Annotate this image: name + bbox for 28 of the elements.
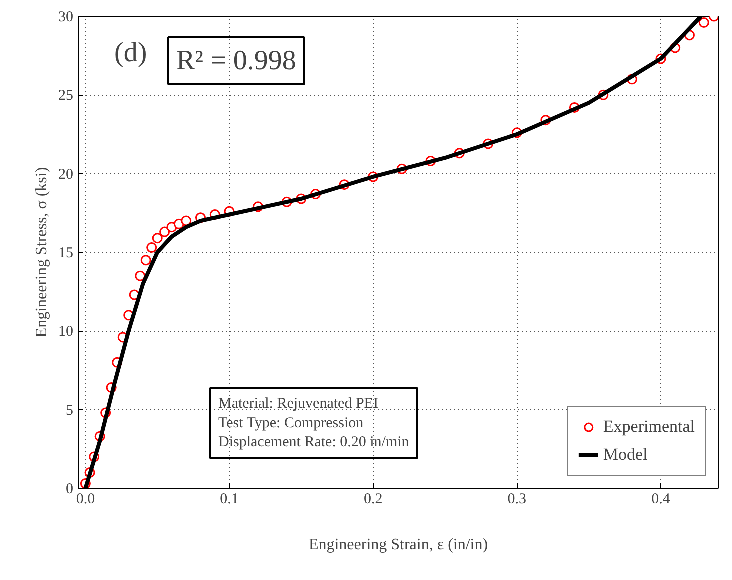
y-tick-label: 5 <box>66 402 74 419</box>
point <box>181 216 192 226</box>
x-tick-label: 0.1 <box>220 492 239 508</box>
x-tick-label: 0.3 <box>508 492 527 508</box>
point <box>146 242 158 254</box>
point <box>140 255 152 266</box>
y-tick-label: 0 <box>66 482 74 498</box>
y-tick-label: 15 <box>58 246 74 262</box>
point <box>135 270 146 282</box>
annotation: R² = 0.998 <box>176 46 296 76</box>
point <box>698 18 710 28</box>
legend-label: Model <box>603 445 648 465</box>
y-tick-label: 30 <box>58 10 74 26</box>
annotation: Material: Rejuvenated PEI <box>218 396 378 412</box>
y-tick-label: 25 <box>58 88 74 104</box>
x-tick-label: 0.2 <box>364 492 383 508</box>
point <box>152 233 163 244</box>
x-tick-label: 0.0 <box>76 492 96 508</box>
point <box>160 226 170 238</box>
y-tick-label: 10 <box>58 324 74 340</box>
y-tick-label: 20 <box>58 166 74 183</box>
y-axis-title: Engineering Stress, σ (ksi) <box>34 167 50 338</box>
annotation: Displacement Rate: 0.20 in/min <box>218 434 410 450</box>
x-axis-title: Engineering Strain, ε (in/in) <box>308 536 488 554</box>
legend-label: Experimental <box>603 417 695 437</box>
annotation: (d) <box>114 38 148 68</box>
annotation: Test Type: Compression <box>218 415 364 432</box>
x-tick-label: 0.4 <box>652 492 671 508</box>
